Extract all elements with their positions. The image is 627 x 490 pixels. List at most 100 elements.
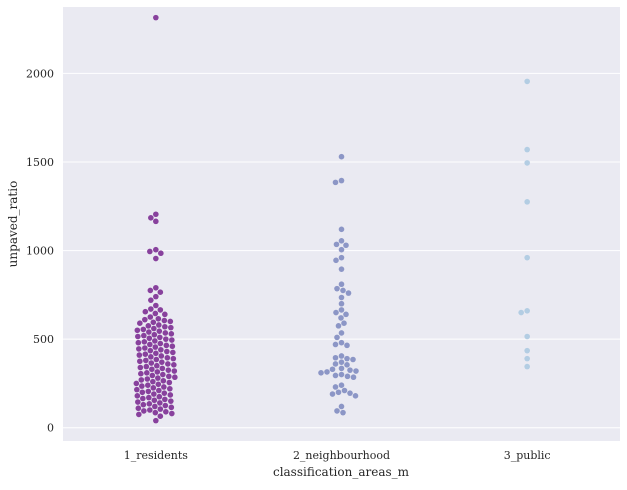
data-point-1_residents (134, 393, 141, 399)
data-point-1_residents (157, 340, 164, 347)
data-point-1_residents (159, 365, 166, 372)
data-point-1_residents (153, 255, 159, 262)
data-point-2_neighbourhood (332, 341, 339, 348)
data-point-1_residents (159, 359, 165, 365)
data-point-2_neighbourhood (338, 330, 345, 336)
data-point-1_residents (135, 333, 141, 340)
data-point-1_residents (146, 335, 153, 342)
data-point-1_residents (171, 362, 177, 368)
data-point-2_neighbourhood (333, 241, 340, 248)
data-point-1_residents (147, 314, 154, 320)
data-point-1_residents (153, 284, 159, 291)
data-point-2_neighbourhood (335, 389, 342, 396)
data-point-1_residents (157, 406, 164, 412)
data-point-2_neighbourhood (338, 254, 345, 261)
y-tick-label: 2000 (26, 67, 54, 80)
data-point-1_residents (158, 346, 164, 353)
data-point-1_residents (163, 342, 170, 349)
data-point-2_neighbourhood (329, 391, 336, 397)
data-point-1_residents (163, 408, 169, 415)
data-point-2_neighbourhood (347, 367, 353, 373)
data-point-2_neighbourhood (332, 361, 339, 367)
data-point-2_neighbourhood (344, 362, 350, 368)
data-point-1_residents (147, 347, 154, 354)
data-point-1_residents (153, 14, 159, 21)
data-point-3_public (524, 363, 530, 370)
data-point-3_public (524, 355, 530, 362)
data-point-1_residents (148, 354, 154, 360)
x-tick-labels: 1_residents 2_neighbourhood 3_public (124, 449, 551, 462)
data-point-1_residents (139, 383, 145, 389)
data-point-2_neighbourhood (350, 356, 356, 363)
data-point-1_residents (133, 380, 140, 387)
data-point-1_residents (138, 377, 145, 383)
data-point-1_residents (168, 404, 175, 411)
data-point-1_residents (149, 372, 156, 379)
data-point-1_residents (148, 306, 154, 312)
data-point-1_residents (142, 351, 149, 358)
data-point-2_neighbourhood (318, 370, 324, 376)
data-point-1_residents (169, 343, 176, 350)
data-point-2_neighbourhood (347, 390, 353, 396)
data-point-1_residents (141, 339, 148, 345)
data-point-3_public (524, 254, 530, 261)
data-point-3_public (524, 146, 530, 153)
data-point-1_residents (167, 392, 174, 398)
data-point-3_public (524, 347, 530, 354)
data-point-1_residents (164, 348, 170, 355)
data-point-2_neighbourhood (353, 368, 359, 374)
y-tick-labels: 0 500 1000 1500 2000 (26, 67, 54, 434)
data-point-1_residents (134, 327, 141, 334)
data-point-1_residents (153, 218, 159, 225)
data-point-1_residents (151, 397, 158, 404)
data-point-1_residents (152, 403, 158, 410)
data-point-1_residents (157, 307, 164, 313)
y-axis-label: unpaved_ratio (6, 181, 20, 268)
data-point-3_public (524, 78, 530, 85)
data-point-1_residents (157, 334, 163, 341)
data-point-1_residents (172, 374, 178, 381)
data-point-2_neighbourhood (343, 242, 349, 249)
data-point-1_residents (156, 393, 163, 400)
x-tick-label: 2_neighbourhood (293, 449, 390, 462)
data-point-1_residents (150, 378, 156, 385)
data-point-1_residents (147, 341, 153, 348)
data-point-2_neighbourhood (338, 300, 345, 307)
data-point-1_residents (137, 320, 143, 327)
data-point-1_residents (158, 250, 164, 257)
data-point-1_residents (153, 211, 159, 218)
data-point-1_residents (142, 345, 148, 351)
data-point-2_neighbourhood (340, 409, 346, 416)
data-point-2_neighbourhood (338, 382, 345, 389)
data-point-1_residents (154, 369, 161, 375)
data-point-1_residents (139, 389, 146, 396)
data-point-1_residents (168, 324, 174, 331)
data-point-2_neighbourhood (338, 226, 345, 233)
data-point-2_neighbourhood (324, 369, 330, 375)
data-point-1_residents (153, 293, 159, 300)
data-point-1_residents (162, 330, 169, 336)
data-point-1_residents (152, 338, 158, 344)
data-point-2_neighbourhood (338, 353, 345, 359)
data-point-2_neighbourhood (338, 153, 345, 160)
data-point-1_residents (160, 371, 166, 378)
data-point-1_residents (147, 248, 153, 255)
data-point-2_neighbourhood (344, 373, 351, 380)
data-point-1_residents (140, 401, 147, 408)
data-point-1_residents (164, 354, 171, 361)
data-point-1_residents (168, 331, 175, 337)
data-point-3_public (524, 199, 530, 205)
data-point-1_residents (153, 356, 160, 363)
data-point-1_residents (163, 336, 169, 342)
data-point-1_residents (140, 326, 147, 333)
data-point-1_residents (152, 310, 159, 317)
data-point-3_public (524, 160, 530, 166)
data-point-2_neighbourhood (333, 309, 339, 316)
data-point-2_neighbourhood (333, 257, 339, 264)
data-point-1_residents (147, 287, 154, 294)
x-axis-label: classification_areas_m (273, 465, 410, 479)
data-point-1_residents (153, 417, 159, 424)
data-point-3_public (518, 309, 524, 316)
data-point-1_residents (170, 355, 177, 362)
data-point-1_residents (144, 370, 150, 376)
